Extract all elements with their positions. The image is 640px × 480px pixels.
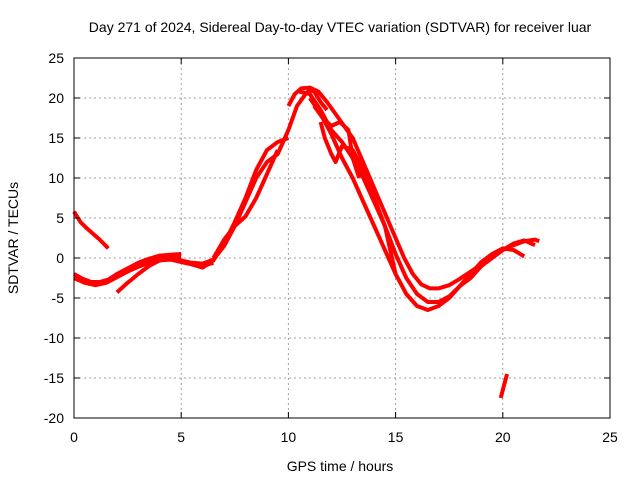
y-tick-label: -5 bbox=[52, 290, 65, 306]
y-tick-label: 20 bbox=[48, 90, 64, 106]
y-tick-label: -15 bbox=[44, 370, 64, 386]
x-tick-label: 25 bbox=[602, 429, 618, 445]
plot-frame bbox=[73, 57, 611, 419]
x-tick-label: 15 bbox=[388, 429, 404, 445]
series-layer bbox=[72, 85, 540, 399]
y-axis-label: SDTVAR / TECUs bbox=[5, 182, 21, 294]
x-tick-label: 0 bbox=[70, 429, 78, 445]
x-axis-label: GPS time / hours bbox=[287, 458, 394, 474]
x-tick-label: 10 bbox=[281, 429, 297, 445]
axis-ticks: 0 5 10 15 20 25 -20 -15 -10 -5 0 5 10 15 20 25 bbox=[44, 50, 618, 445]
series-track-11 bbox=[318, 121, 398, 275]
series-track-1 bbox=[72, 210, 110, 250]
y-tick-label: 10 bbox=[48, 170, 64, 186]
y-tick-label: 25 bbox=[48, 50, 64, 66]
series-track-5 bbox=[148, 88, 329, 266]
series-track-9 bbox=[298, 89, 536, 304]
series-track-6 bbox=[191, 136, 290, 270]
x-tick-label: 20 bbox=[495, 429, 511, 445]
series-track-10 bbox=[308, 96, 526, 312]
series-track-12 bbox=[312, 104, 362, 179]
y-tick-label: 5 bbox=[56, 210, 64, 226]
chart-title: Day 271 of 2024, Sidereal Day-to-day VTE… bbox=[89, 19, 592, 35]
series-track-7 bbox=[211, 149, 280, 260]
y-tick-label: -20 bbox=[44, 410, 64, 426]
grid-lines bbox=[74, 58, 610, 418]
y-tick-label: 15 bbox=[48, 130, 64, 146]
y-tick-label: -10 bbox=[44, 330, 64, 346]
series-track-13 bbox=[498, 373, 510, 399]
x-tick-label: 5 bbox=[177, 429, 185, 445]
y-tick-label: 0 bbox=[56, 250, 64, 266]
